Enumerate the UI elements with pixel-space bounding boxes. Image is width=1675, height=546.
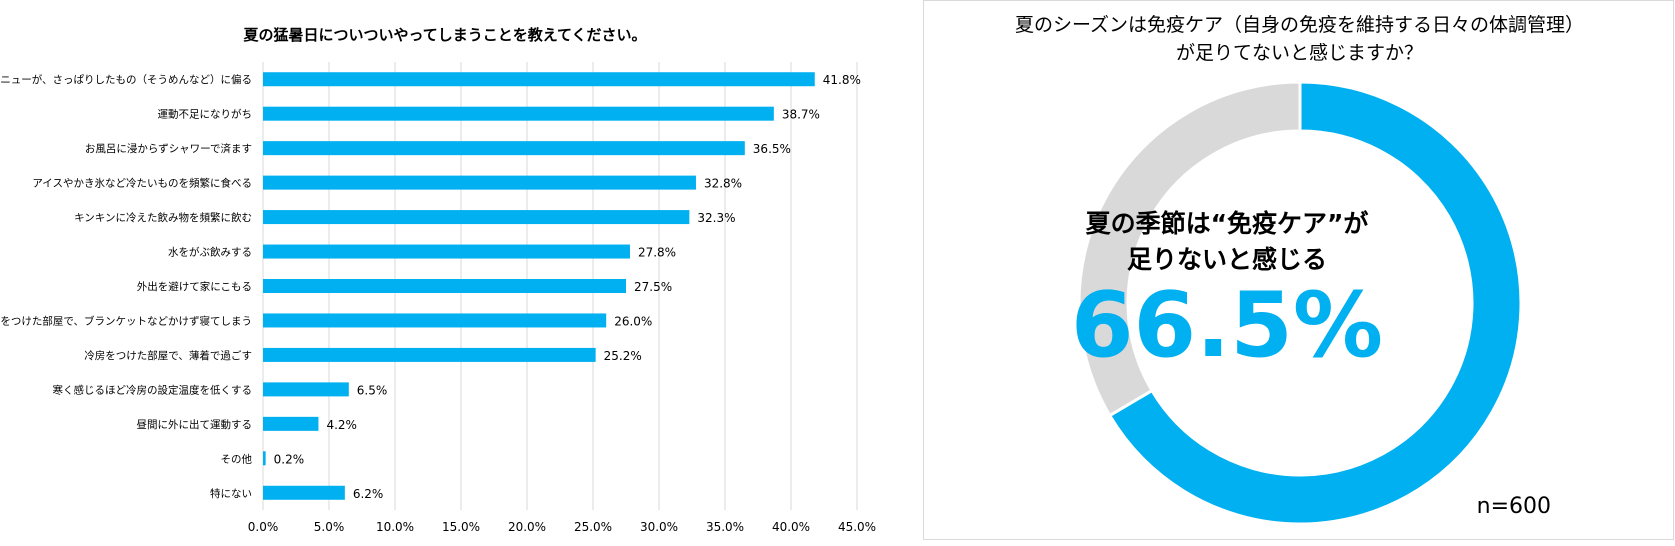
- sample-size-label: n=600: [1476, 494, 1551, 519]
- x-tick-label: 20.0%: [508, 520, 546, 534]
- category-label: 運動不足になりがち: [158, 108, 253, 121]
- bar: [263, 279, 626, 293]
- donut-chart-title: 夏のシーズンは免疫ケア（自身の免疫を維持する日々の体調管理） が足りてないと感じ…: [924, 11, 1675, 67]
- center-text-line-1: 夏の季節は“免疫ケア”が: [1085, 209, 1369, 238]
- bar-value-label: 27.8%: [638, 246, 676, 260]
- x-tick-label: 35.0%: [706, 520, 744, 534]
- donut-title-line-1: 夏のシーズンは免疫ケア（自身の免疫を維持する日々の体調管理）: [1014, 14, 1585, 36]
- bar-chart: 夏の猛暑日についついやってしまうことを教えてください。 食事のメニューが、さっぱ…: [0, 26, 876, 534]
- x-tick-label: 30.0%: [640, 520, 678, 534]
- category-label: 食事のメニューが、さっぱりしたもの（そうめんなど）に偏る: [0, 73, 252, 86]
- category-label: お風呂に浸からずシャワーで済ます: [85, 142, 252, 155]
- bar-value-label: 32.8%: [704, 177, 742, 191]
- bar-chart-title: 夏の猛暑日についついやってしまうことを教えてください。: [242, 26, 646, 44]
- donut-chart: [1077, 80, 1523, 526]
- bar-value-label: 27.5%: [634, 280, 672, 294]
- x-tick-label: 45.0%: [838, 520, 876, 534]
- donut-title-line-2: が足りてないと感じますか？: [1175, 42, 1423, 64]
- x-tick-label: 10.0%: [376, 520, 414, 534]
- category-label: アイスやかき氷など冷たいものを頻繁に食べる: [32, 177, 252, 190]
- bar-value-label: 38.7%: [782, 108, 820, 122]
- bar-value-label: 41.8%: [823, 73, 861, 87]
- donut-slice: [1077, 80, 1302, 418]
- donut-center-text: 夏の季節は“免疫ケア”が 足りないと感じる: [1067, 206, 1387, 278]
- category-label: 外出を避けて家にこもる: [137, 280, 252, 293]
- category-label: 冷房をつけた部屋で、ブランケットなどかけず寝てしまう: [0, 314, 252, 327]
- bar: [263, 72, 815, 87]
- bar: [263, 347, 596, 362]
- bar-value-label: 26.0%: [614, 314, 652, 328]
- bar-value-label: 4.2%: [326, 418, 357, 432]
- bar: [263, 141, 745, 156]
- category-label: 寒く感じるほど冷房の設定温度を低くする: [53, 383, 253, 396]
- bar-value-label: 6.5%: [357, 383, 388, 397]
- bar: [263, 244, 630, 259]
- category-label: 昼間に外に出て運動する: [137, 418, 253, 431]
- category-label: 水をがぶ飲みする: [168, 246, 252, 259]
- bar-value-label: 36.5%: [753, 142, 791, 156]
- donut-slice: [1107, 80, 1523, 526]
- center-text-line-2: 足りないと感じる: [1126, 245, 1327, 274]
- x-tick-label: 40.0%: [772, 520, 810, 534]
- x-tick-label: 25.0%: [574, 520, 612, 534]
- donut-center-value: 66.5%: [1070, 273, 1384, 378]
- bar-value-label: 25.2%: [604, 349, 642, 363]
- category-label: 冷房をつけた部屋で、薄着で過ごす: [84, 349, 252, 362]
- bar-chart-panel: 夏の猛暑日についついやってしまうことを教えてください。 食事のメニューが、さっぱ…: [0, 26, 877, 534]
- bar: [263, 175, 696, 190]
- donut-chart-panel: 夏のシーズンは免疫ケア（自身の免疫を維持する日々の体調管理） が足りてないと感じ…: [923, 0, 1674, 540]
- x-tick-label: 15.0%: [442, 520, 480, 534]
- category-label: その他: [221, 452, 253, 465]
- bar: [263, 485, 345, 500]
- bar: [263, 106, 774, 121]
- bar: [263, 416, 319, 431]
- bar: [263, 210, 690, 225]
- bar: [263, 313, 607, 328]
- bar-value-label: 6.2%: [353, 487, 384, 501]
- x-tick-label: 0.0%: [248, 520, 279, 534]
- bar: [263, 451, 266, 466]
- category-label: キンキンに冷えた飲み物を頻繁に飲む: [74, 211, 252, 224]
- category-label: 特にない: [210, 488, 252, 500]
- x-tick-label: 5.0%: [314, 520, 345, 534]
- bar: [263, 382, 349, 397]
- bar-value-label: 32.3%: [697, 211, 735, 225]
- bar-value-label: 0.2%: [274, 452, 305, 466]
